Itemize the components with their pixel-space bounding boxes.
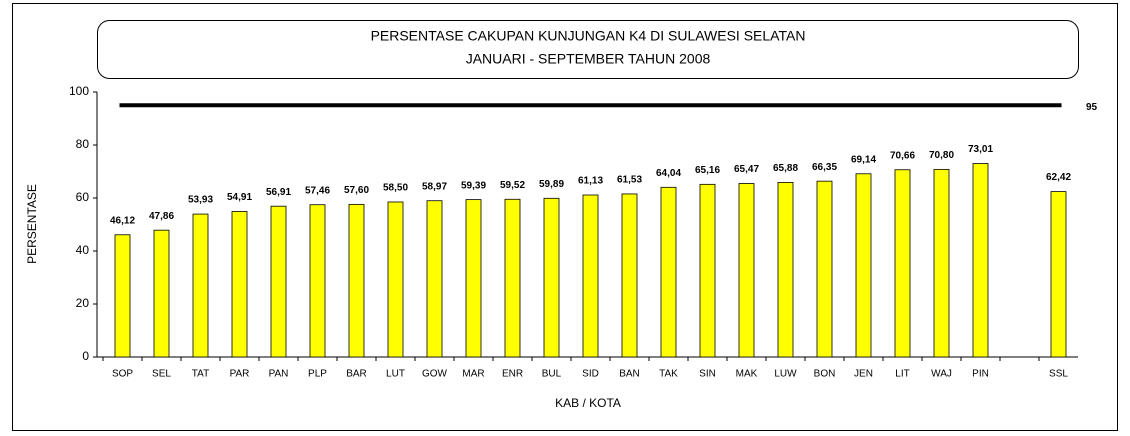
x-tick-label: LUT — [386, 369, 405, 380]
x-tick-label: TAK — [659, 369, 678, 380]
bar — [192, 213, 209, 358]
y-tick-label: 100 — [69, 84, 89, 98]
value-label: 58,50 — [383, 183, 408, 194]
bar — [504, 198, 521, 358]
x-tick-label: WAJ — [931, 369, 952, 380]
value-label: 57,60 — [344, 185, 369, 196]
chart-title: PERSENTASE CAKUPAN KUNJUNGAN K4 DI SULAW… — [371, 28, 806, 44]
x-tick-label: PAR — [230, 369, 250, 380]
bar — [543, 197, 560, 358]
value-label: 73,01 — [968, 144, 993, 155]
y-axis-label: PERSENTASE — [25, 184, 39, 264]
bar — [894, 169, 911, 358]
x-tick-label: LIT — [895, 369, 909, 380]
bar — [465, 199, 482, 358]
value-label: 46,12 — [110, 215, 135, 226]
value-label: 61,13 — [578, 176, 603, 187]
value-label: 58,97 — [422, 181, 447, 192]
x-tick-label: BON — [814, 369, 836, 380]
target-label: 95 — [1086, 102, 1098, 113]
value-label: 65,47 — [734, 164, 759, 175]
y-tick-label: 60 — [76, 190, 90, 204]
x-tick-label: SSL — [1049, 369, 1068, 380]
bar — [816, 180, 833, 358]
chart-subtitle: JANUARI - SEPTEMBER TAHUN 2008 — [466, 51, 711, 67]
x-tick-label: BAN — [619, 369, 640, 380]
x-tick-label: SID — [582, 369, 599, 380]
value-label: 65,88 — [773, 163, 798, 174]
value-label: 61,53 — [617, 175, 642, 186]
x-tick-label: SEL — [152, 369, 171, 380]
x-axis-label: KAB / KOTA — [555, 396, 621, 410]
value-label: 64,04 — [656, 168, 681, 179]
bar — [777, 182, 794, 358]
y-tick-label: 20 — [76, 296, 90, 310]
value-label: 47,86 — [149, 211, 174, 222]
bar — [387, 201, 404, 358]
bar — [231, 211, 248, 358]
x-tick-label: BUL — [542, 369, 562, 380]
x-tick-label: JEN — [854, 369, 873, 380]
value-label: 53,93 — [188, 195, 213, 206]
y-tick-label: 40 — [76, 243, 90, 257]
x-tick-label: ENR — [502, 369, 523, 380]
title-box — [97, 20, 1079, 79]
bar — [348, 203, 365, 358]
value-label: 57,46 — [305, 185, 330, 196]
bar — [972, 163, 989, 358]
value-label: 62,42 — [1046, 172, 1071, 183]
x-tick-label: SOP — [112, 369, 133, 380]
value-label: 59,89 — [539, 179, 564, 190]
x-tick-label: MAK — [736, 369, 758, 380]
value-label: 66,35 — [812, 162, 837, 173]
bar — [660, 186, 677, 358]
bar — [153, 229, 170, 358]
value-label: 70,66 — [890, 150, 915, 161]
bar — [699, 183, 716, 358]
x-tick-label: TAT — [192, 369, 209, 380]
bar — [270, 205, 287, 358]
value-label: 69,14 — [851, 154, 876, 165]
value-label: 56,91 — [266, 187, 291, 198]
bar — [582, 194, 599, 358]
bar — [426, 200, 443, 358]
x-tick-label: PIN — [972, 369, 989, 380]
x-tick-label: MAR — [462, 369, 484, 380]
bar — [621, 193, 638, 358]
bar — [1050, 191, 1067, 358]
x-tick-label: PAN — [269, 369, 289, 380]
bar — [309, 204, 326, 358]
value-label: 59,39 — [461, 180, 486, 191]
y-tick-label: 80 — [76, 137, 90, 151]
bar — [855, 173, 872, 358]
value-label: 65,16 — [695, 165, 720, 176]
bar — [114, 234, 131, 358]
value-label: 70,80 — [929, 150, 954, 161]
x-tick-label: PLP — [308, 369, 327, 380]
x-tick-label: BAR — [346, 369, 367, 380]
value-label: 54,91 — [227, 192, 252, 203]
x-tick-label: SIN — [699, 369, 716, 380]
x-tick-label: LUW — [774, 369, 797, 380]
y-tick-label: 0 — [82, 349, 89, 363]
value-label: 59,52 — [500, 180, 525, 191]
bar — [933, 168, 950, 358]
x-tick-label: GOW — [422, 369, 448, 380]
bar — [738, 183, 755, 358]
